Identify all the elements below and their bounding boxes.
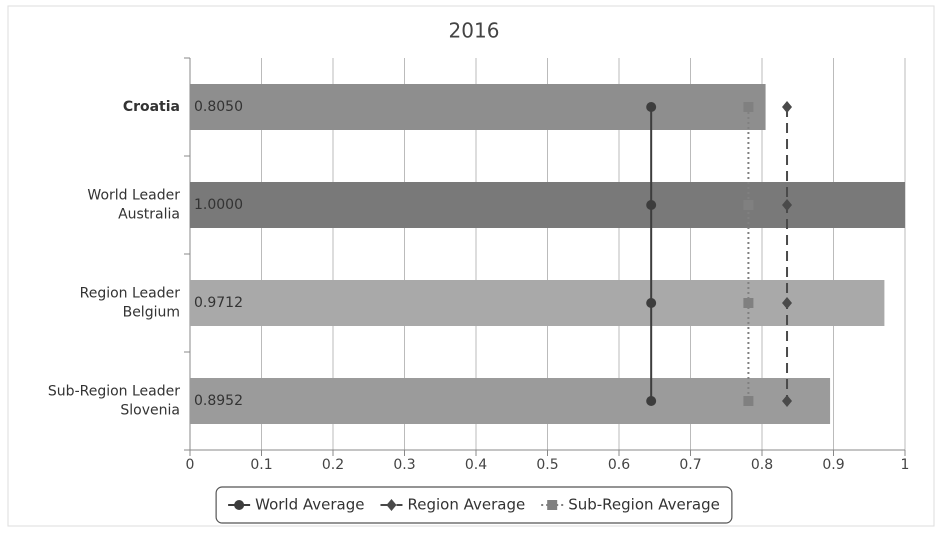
bar [190, 182, 905, 228]
marker [743, 396, 754, 406]
y-tick-label: Slovenia [120, 403, 180, 419]
marker [782, 101, 793, 113]
marker [386, 499, 397, 511]
x-tick-label: 0.4 [465, 457, 487, 473]
x-tick-label: 0.8 [751, 457, 773, 473]
marker [782, 297, 793, 309]
value-label: 0.8050 [194, 99, 243, 115]
x-tick-label: 1 [901, 457, 910, 473]
marker [782, 199, 793, 211]
marker [234, 500, 245, 510]
bar [190, 378, 831, 424]
y-tick-label: World Leader [87, 188, 180, 204]
bar [190, 280, 885, 326]
marker [646, 200, 657, 210]
bar [190, 84, 766, 130]
x-tick-label: 0.3 [393, 457, 415, 473]
chart-title: 2016 [449, 19, 500, 43]
marker [646, 298, 657, 308]
y-tick-label: Belgium [123, 305, 180, 321]
frame [7, 5, 935, 527]
marker [743, 298, 754, 308]
x-tick-label: 0.2 [322, 457, 344, 473]
marker [782, 395, 793, 407]
legend-label: Region Average [407, 496, 525, 514]
legend-box [215, 486, 733, 524]
value-label: 0.9712 [194, 295, 243, 311]
marker [743, 200, 754, 210]
y-tick-label: Australia [118, 207, 180, 223]
marker [743, 102, 754, 112]
marker [547, 500, 558, 510]
y-tick-label: Croatia [123, 99, 180, 115]
x-tick-label: 0.5 [536, 457, 558, 473]
value-label: 1.0000 [194, 197, 243, 213]
x-tick-label: 0.7 [679, 457, 701, 473]
x-tick-label: 0.6 [608, 457, 630, 473]
legend-label: Sub-Region Average [568, 496, 720, 514]
y-tick-label: Sub-Region Leader [48, 384, 180, 400]
x-tick-label: 0.1 [250, 457, 272, 473]
x-tick-label: 0.9 [822, 457, 844, 473]
value-label: 0.8952 [194, 393, 243, 409]
legend: World Average Region Average Sub-Region Av… [215, 486, 733, 524]
marker [646, 102, 657, 112]
x-tick-label: 0 [186, 457, 195, 473]
y-tick-label: Region Leader [80, 286, 181, 302]
marker [646, 396, 657, 406]
legend-label: World Average [255, 496, 364, 514]
